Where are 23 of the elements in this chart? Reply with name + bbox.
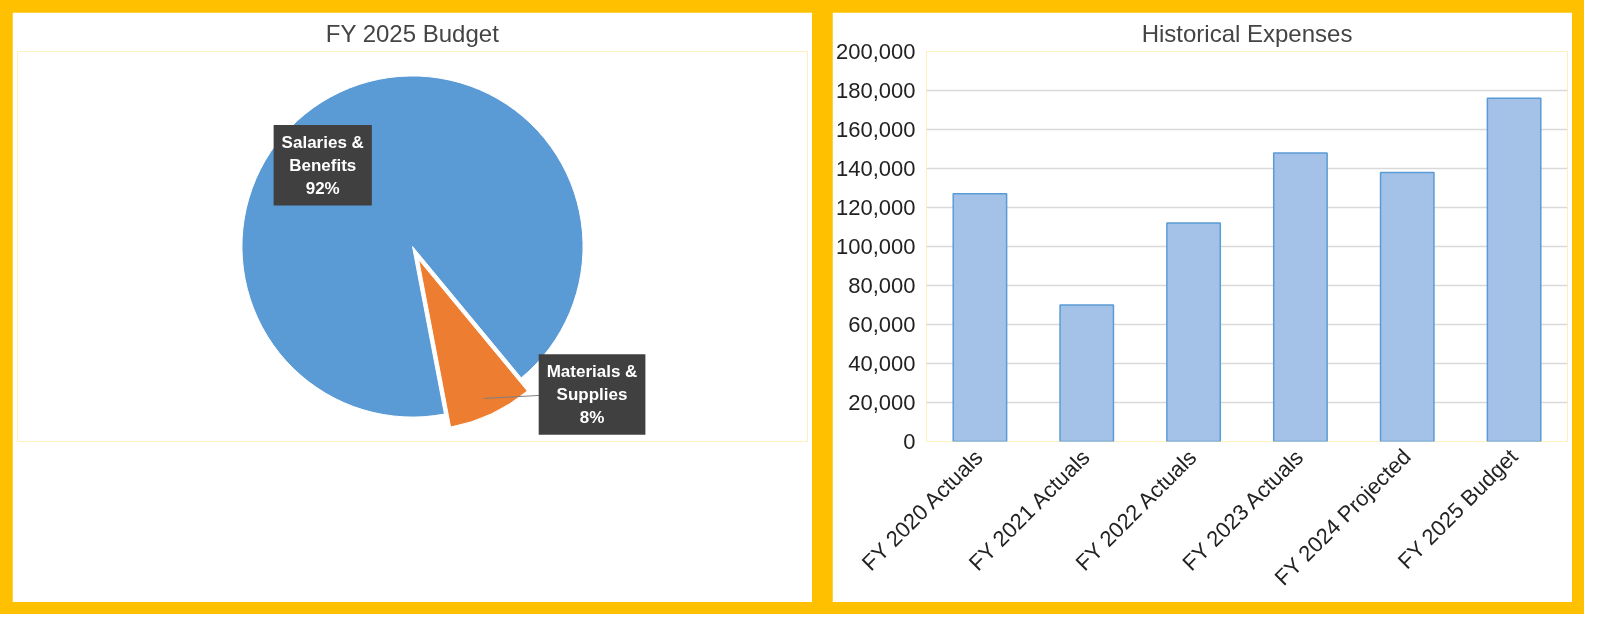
data-label: 8%: [579, 407, 605, 427]
y-tick-label: 0: [903, 429, 916, 454]
y-tick-label: 160,000: [835, 117, 916, 142]
y-tick-label: 80,000: [848, 273, 916, 298]
bar: [1059, 304, 1115, 442]
y-tick-label: 100,000: [835, 234, 916, 259]
y-tick-label: 180,000: [835, 78, 916, 103]
slice-label: Materials & Supplies: [546, 362, 638, 405]
y-tick-label: 200,000: [835, 39, 916, 64]
y-tick-label: 60,000: [848, 312, 916, 337]
y-tick-label: 120,000: [835, 195, 916, 220]
bar: [1379, 171, 1435, 442]
y-tick-label: 20,000: [848, 390, 916, 415]
y-tick-label: 140,000: [835, 156, 916, 181]
bar: [1486, 97, 1542, 442]
y-tick-label: 40,000: [848, 351, 916, 376]
slice-label: Salaries & Benefits: [281, 132, 364, 175]
bar: [1272, 152, 1328, 442]
data-label: 92%: [305, 178, 340, 198]
chart-title: Historical Expenses: [1141, 19, 1353, 47]
bar: [952, 193, 1008, 442]
chart-title: FY 2025 Budget: [325, 19, 500, 47]
bar: [1166, 222, 1222, 442]
